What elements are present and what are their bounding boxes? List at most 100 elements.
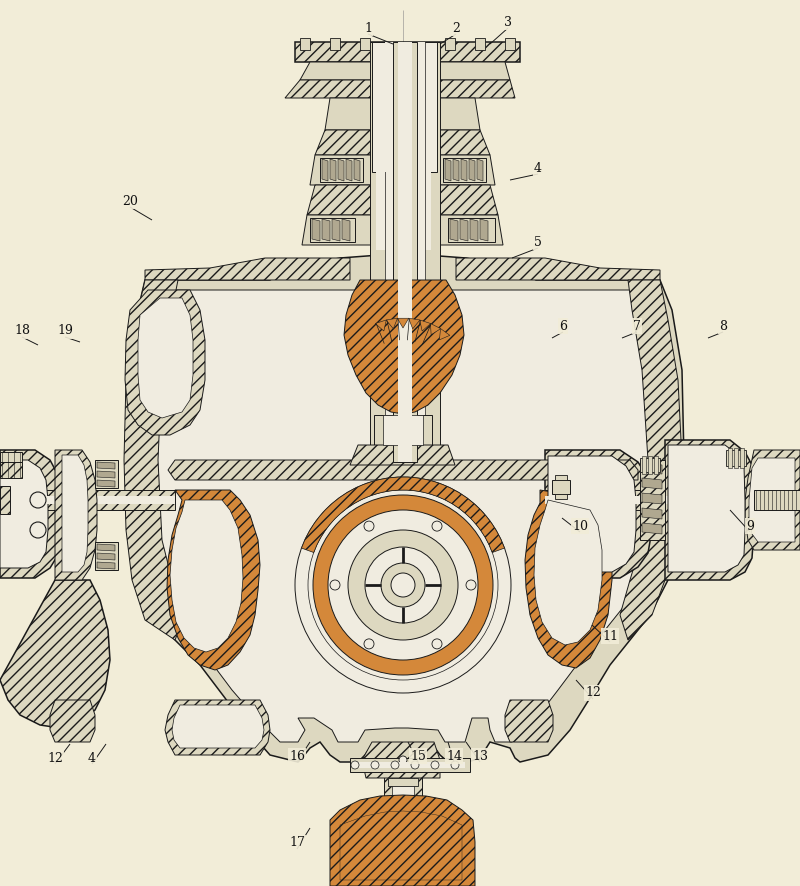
Text: 18: 18: [14, 324, 30, 338]
Text: 8: 8: [719, 320, 727, 332]
Polygon shape: [124, 280, 185, 640]
Polygon shape: [642, 493, 662, 504]
Text: 5: 5: [534, 236, 542, 248]
Polygon shape: [130, 290, 662, 742]
Polygon shape: [665, 440, 754, 580]
Polygon shape: [745, 450, 800, 550]
Text: 4: 4: [88, 751, 96, 765]
Polygon shape: [315, 130, 490, 155]
Polygon shape: [295, 42, 520, 62]
Text: 10: 10: [572, 519, 588, 532]
Text: 4: 4: [534, 161, 542, 175]
Polygon shape: [398, 318, 409, 328]
Bar: [555, 494, 567, 499]
Polygon shape: [460, 219, 468, 241]
Bar: [392, 742, 414, 842]
Text: 1: 1: [364, 21, 372, 35]
Text: 12: 12: [47, 751, 63, 765]
Bar: [552, 480, 570, 494]
Polygon shape: [97, 471, 115, 478]
Bar: [376, 130, 431, 190]
Polygon shape: [477, 159, 483, 181]
Polygon shape: [172, 705, 264, 748]
Polygon shape: [642, 463, 662, 474]
Polygon shape: [310, 218, 355, 242]
Text: 15: 15: [410, 750, 426, 763]
Polygon shape: [55, 450, 97, 580]
Bar: [640, 458, 660, 472]
Text: 9: 9: [746, 519, 754, 532]
Polygon shape: [0, 580, 110, 728]
Bar: [0, 490, 175, 510]
Polygon shape: [322, 219, 330, 241]
Text: 13: 13: [472, 750, 488, 763]
Bar: [545, 496, 725, 504]
Polygon shape: [525, 490, 612, 668]
Polygon shape: [344, 280, 464, 414]
Bar: [445, 38, 455, 50]
Bar: [372, 42, 437, 172]
Text: 2: 2: [452, 21, 460, 35]
Bar: [383, 415, 423, 445]
Circle shape: [365, 547, 441, 623]
Polygon shape: [330, 795, 475, 886]
Polygon shape: [342, 219, 350, 241]
Polygon shape: [97, 544, 115, 551]
Bar: [376, 185, 431, 250]
Bar: [388, 778, 418, 786]
Polygon shape: [167, 490, 260, 670]
Polygon shape: [50, 700, 95, 742]
Polygon shape: [310, 155, 495, 185]
Polygon shape: [640, 460, 665, 540]
Polygon shape: [125, 290, 205, 435]
Polygon shape: [145, 258, 350, 280]
Bar: [475, 38, 485, 50]
Polygon shape: [330, 159, 336, 181]
Polygon shape: [307, 185, 498, 215]
Polygon shape: [346, 159, 352, 181]
Polygon shape: [445, 159, 451, 181]
Circle shape: [371, 761, 379, 769]
Text: 20: 20: [122, 195, 138, 207]
Polygon shape: [375, 320, 386, 331]
Bar: [385, 42, 425, 172]
Circle shape: [391, 761, 399, 769]
Polygon shape: [62, 455, 88, 572]
Polygon shape: [332, 219, 340, 241]
Text: 14: 14: [446, 750, 462, 763]
Polygon shape: [302, 477, 505, 553]
Polygon shape: [0, 452, 22, 462]
Bar: [728, 448, 732, 468]
Circle shape: [330, 580, 340, 590]
Polygon shape: [350, 445, 455, 465]
Polygon shape: [322, 159, 328, 181]
Polygon shape: [545, 450, 652, 578]
Polygon shape: [749, 458, 795, 542]
Circle shape: [364, 639, 374, 649]
Polygon shape: [456, 258, 660, 280]
Text: 16: 16: [289, 750, 305, 763]
Bar: [393, 42, 417, 462]
Polygon shape: [439, 329, 450, 340]
Bar: [0, 486, 10, 514]
Bar: [350, 758, 470, 772]
Polygon shape: [505, 700, 553, 742]
Bar: [642, 456, 646, 474]
Polygon shape: [469, 159, 475, 181]
Text: 12: 12: [585, 687, 601, 700]
Circle shape: [351, 761, 359, 769]
Circle shape: [398, 43, 408, 53]
Polygon shape: [642, 478, 662, 489]
Bar: [505, 38, 515, 50]
Polygon shape: [620, 280, 682, 640]
Circle shape: [313, 495, 493, 675]
Text: 11: 11: [602, 629, 618, 642]
Polygon shape: [170, 500, 243, 652]
Polygon shape: [668, 445, 745, 572]
Bar: [399, 42, 407, 50]
Polygon shape: [338, 159, 344, 181]
Bar: [398, 42, 412, 462]
Bar: [355, 762, 465, 768]
Polygon shape: [450, 219, 458, 241]
Text: 17: 17: [289, 836, 305, 850]
